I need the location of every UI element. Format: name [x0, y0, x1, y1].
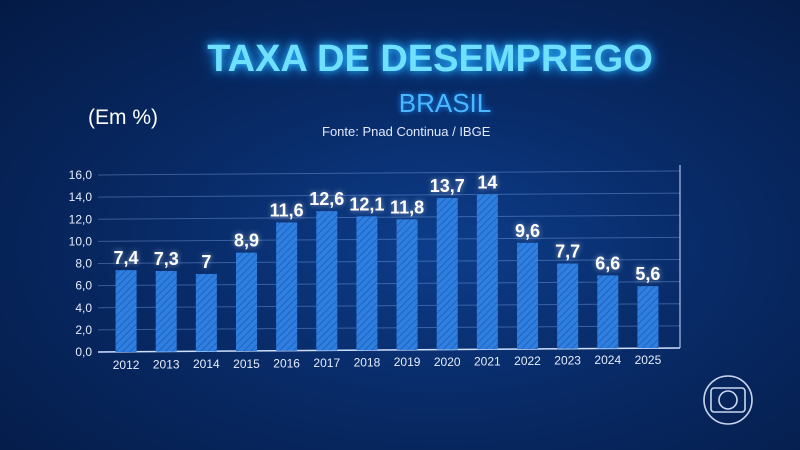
bar [637, 286, 659, 349]
x-tick-label: 2021 [474, 354, 501, 368]
gridline [97, 236, 681, 242]
gridline [97, 303, 681, 309]
x-tick-label: 2012 [113, 358, 140, 372]
gridline [97, 281, 681, 287]
y-axis-unit: (Em %) [88, 106, 158, 129]
bar-value-label: 7,7 [555, 242, 580, 262]
chart-title: TAXA DE DESEMPREGO [207, 38, 653, 80]
x-tick-label: 2017 [313, 356, 340, 370]
bar-value-label: 8,9 [234, 231, 259, 251]
x-tick-label: 2020 [434, 355, 461, 369]
bar-value-label: 6,6 [595, 253, 620, 273]
bar [155, 270, 177, 352]
x-tick-label: 2014 [193, 357, 220, 371]
x-tick-label: 2018 [354, 356, 381, 370]
gridline [97, 325, 681, 331]
y-tick-label: 8,0 [75, 257, 92, 271]
bar-value-label: 5,6 [635, 264, 660, 284]
x-tick-label: 2025 [635, 353, 662, 367]
bar-value-label: 11,8 [390, 197, 424, 217]
bar [236, 252, 257, 352]
bar [276, 222, 298, 351]
bar-value-label: 12,1 [349, 194, 384, 214]
y-tick-label: 10,0 [69, 234, 93, 248]
bar-value-label: 11,6 [270, 200, 304, 220]
bar-value-label: 7 [201, 252, 211, 272]
bar [195, 273, 217, 352]
bar-value-label: 12,6 [309, 189, 344, 209]
y-tick-label: 4,0 [75, 301, 92, 315]
bar [517, 242, 538, 349]
y-tick-label: 6,0 [75, 279, 92, 293]
x-tick-label: 2016 [273, 356, 300, 370]
bar [436, 198, 458, 350]
x-axis-line [97, 347, 681, 353]
gridline [97, 192, 681, 198]
y-tick-label: 14,0 [69, 190, 93, 204]
bar [597, 275, 619, 349]
bar [316, 211, 338, 351]
globo-logo-icon [703, 375, 753, 425]
bar-value-label: 13,7 [430, 176, 465, 196]
bar [115, 270, 137, 352]
gridline [97, 214, 681, 220]
chart-source: Fonte: Pnad Continua / IBGE [322, 124, 491, 139]
x-tick-label: 2023 [554, 354, 581, 368]
bar [396, 219, 418, 350]
y-tick-label: 2,0 [75, 323, 92, 337]
bar [476, 194, 498, 350]
chart-subtitle: BRASIL [398, 88, 492, 118]
bar [356, 216, 378, 351]
x-tick-label: 2022 [514, 354, 541, 368]
bar-value-label: 7,4 [114, 248, 139, 268]
bar [557, 263, 579, 349]
x-tick-label: 2015 [233, 357, 260, 371]
y-tick-label: 16,0 [69, 168, 93, 182]
y-tick-label: 12,0 [69, 212, 93, 226]
gridline [97, 170, 681, 176]
gridline [97, 259, 681, 264]
bar-value-label: 7,3 [154, 249, 179, 269]
y-tick-label: 0,0 [75, 345, 92, 359]
x-tick-label: 2024 [594, 353, 621, 367]
x-tick-label: 2019 [394, 355, 421, 369]
bar-value-label: 14 [477, 172, 497, 192]
x-tick-label: 2013 [153, 358, 180, 372]
bar-value-label: 9,6 [515, 221, 540, 241]
